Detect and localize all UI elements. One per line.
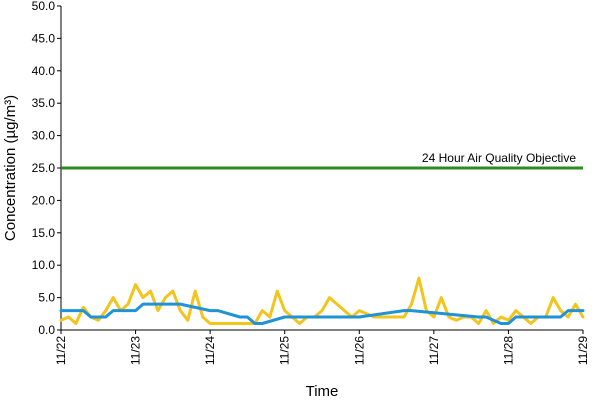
y-tick-label: 0.0 (38, 323, 55, 337)
y-tick-label: 35.0 (32, 96, 56, 110)
y-tick-label: 15.0 (32, 226, 56, 240)
x-axis-title: Time (306, 383, 339, 400)
y-tick-label: 40.0 (32, 64, 56, 78)
x-tick-label: 11/29 (576, 336, 590, 365)
x-tick-label: 11/25 (278, 336, 292, 365)
y-tick-label: 10.0 (32, 258, 56, 272)
y-tick-label: 50.0 (32, 0, 56, 13)
x-tick-label: 11/23 (129, 336, 143, 365)
x-tick-label: 11/28 (501, 336, 515, 365)
daily-average-line (59, 302, 585, 325)
x-tick-label: 11/24 (203, 336, 217, 365)
x-tick-label: 11/27 (427, 336, 441, 365)
x-axis-ticks: 11/22 11/23 11/24 11/25 11/26 11/27 11/28 11/29 (54, 330, 590, 365)
x-tick-label: 11/26 (352, 336, 366, 365)
y-tick-label: 5.0 (38, 291, 55, 305)
y-tick-label: 45.0 (32, 31, 56, 45)
y-tick-label: 30.0 (32, 129, 56, 143)
reference-lines: 24 Hour Air Quality Objective (61, 151, 583, 170)
data-series (59, 276, 585, 325)
x-tick-label: 11/22 (54, 336, 68, 365)
hourly-concentration-line (59, 276, 585, 325)
y-tick-label: 25.0 (32, 161, 56, 175)
y-axis-title: Concentration (µg/m³) (2, 95, 19, 241)
y-tick-label: 20.0 (32, 193, 56, 207)
y-axis-ticks: 0.0 5.0 10.0 15.0 20.0 25.0 30.0 35.0 40.0 45.0 50… (32, 0, 61, 337)
air-quality-objective-label: 24 Hour Air Quality Objective (422, 151, 576, 165)
